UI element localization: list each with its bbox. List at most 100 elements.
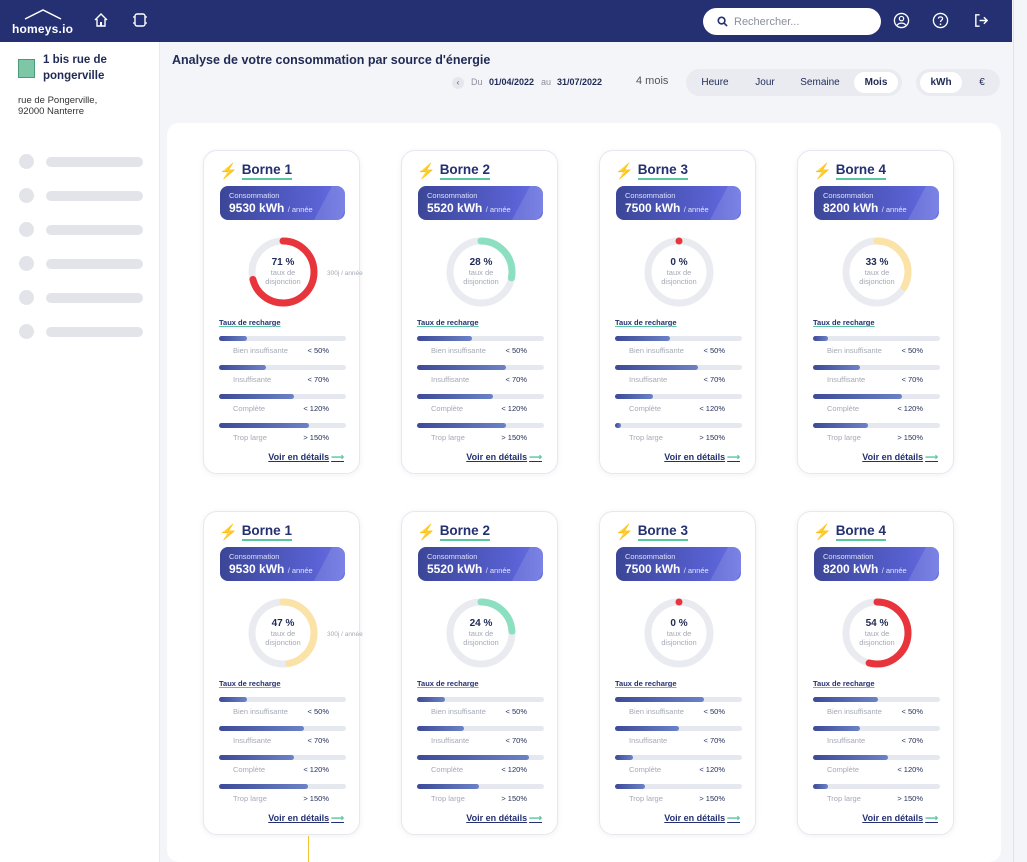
details-link-text[interactable]: Voir en détails [268, 813, 330, 823]
recharge-bar [417, 394, 544, 399]
arrow-right-icon: ⟶ [331, 813, 344, 823]
days-note: 300j / année [327, 270, 363, 277]
borne-name[interactable]: Borne 2 [439, 523, 490, 541]
gauge-fill [248, 598, 318, 668]
details-link-text[interactable]: Voir en détails [466, 813, 528, 823]
period-jour[interactable]: Jour [755, 77, 775, 88]
details-link-text[interactable]: Voir en détails [664, 813, 726, 823]
recharge-threshold: < 120% [699, 765, 725, 774]
recharge-bar-fill [417, 365, 506, 370]
borne-name[interactable]: Borne 2 [439, 162, 490, 180]
details-link-text[interactable]: Voir en détails [862, 813, 924, 823]
logo-text: homeys.io [12, 22, 74, 36]
consumption-kwh: 7500 kWh [625, 562, 681, 576]
period-heure[interactable]: Heure [701, 77, 729, 88]
disjonction-gauge: 24 % taux de disjonction [444, 596, 518, 670]
period-semaine[interactable]: Semaine [800, 77, 840, 88]
details-link[interactable]: Voir en détails ⟶ [664, 452, 740, 463]
date-from[interactable]: 01/04/2022 [489, 77, 535, 87]
details-link-text[interactable]: Voir en détails [268, 452, 330, 462]
recharge-bar-fill [615, 755, 633, 760]
date-to[interactable]: 31/07/2022 [557, 77, 603, 87]
recharge-threshold: < 50% [703, 707, 725, 716]
borne-name[interactable]: Borne 3 [637, 162, 688, 180]
recharge-bar [813, 697, 940, 702]
gauge-label: taux de disjonction [642, 629, 716, 647]
site-name[interactable]: 1 bis rue de pongerville [43, 54, 107, 82]
details-link[interactable]: Voir en détails ⟶ [466, 452, 542, 463]
divider-line [308, 836, 309, 862]
recharge-label: Trop large [827, 433, 861, 442]
borne-name[interactable]: Borne 4 [835, 162, 886, 180]
recharge-threshold: < 70% [307, 736, 329, 745]
recharge-bar-fill [813, 394, 902, 399]
device-icon[interactable] [132, 12, 150, 30]
arrow-right-icon: ⟶ [727, 813, 740, 823]
consumption-box: Consommation 5520 kWh / année [418, 547, 543, 581]
recharge-label: Insuffisante [431, 736, 470, 745]
borne-card: ⚡ Borne 3 Consommation 7500 kWh / année … [599, 511, 756, 835]
scrollbar[interactable] [1013, 0, 1027, 862]
help-icon[interactable] [932, 12, 950, 30]
details-link[interactable]: Voir en détails ⟶ [466, 813, 542, 824]
consumption-box: Consommation 8200 kWh / année [814, 547, 939, 581]
details-link[interactable]: Voir en détails ⟶ [862, 452, 938, 463]
details-link[interactable]: Voir en détails ⟶ [268, 813, 344, 824]
recharge-label: Complète [233, 404, 266, 413]
borne-name[interactable]: Borne 3 [637, 523, 688, 541]
details-link[interactable]: Voir en détails ⟶ [862, 813, 938, 824]
details-link-text[interactable]: Voir en détails [862, 452, 924, 462]
recharge-bar-fill [615, 726, 679, 731]
details-link-text[interactable]: Voir en détails [664, 452, 726, 462]
recharge-threshold: < 50% [703, 346, 725, 355]
recharge-label: Trop large [629, 794, 663, 803]
card-title: ⚡ Borne 1 [219, 522, 292, 542]
top-bar: homeys.io [0, 0, 1012, 42]
recharge-threshold: < 120% [501, 404, 527, 413]
lightning-icon: ⚡ [813, 524, 832, 541]
lightning-icon: ⚡ [219, 524, 238, 541]
borne-card: ⚡ Borne 4 Consommation 8200 kWh / année … [797, 511, 954, 835]
unit-kwh[interactable]: kWh [920, 72, 962, 93]
recharge-label: Trop large [629, 433, 663, 442]
recharge-threshold: < 120% [897, 404, 923, 413]
logout-icon[interactable] [973, 12, 991, 30]
recharge-title: Taux de recharge [219, 679, 281, 688]
consumption-box: Consommation 7500 kWh / année [616, 547, 741, 581]
borne-name[interactable]: Borne 1 [241, 523, 292, 541]
borne-name[interactable]: Borne 4 [835, 523, 886, 541]
recharge-bar-fill [813, 697, 878, 702]
gauge-percent: 33 % [865, 257, 889, 268]
page-title: Analyse de votre consommation par source… [172, 53, 491, 67]
borne-name[interactable]: Borne 1 [241, 162, 292, 180]
gauge-ring [842, 237, 912, 307]
details-link[interactable]: Voir en détails ⟶ [664, 813, 740, 824]
consumption-unit: / année [485, 205, 511, 214]
gauge-fill [644, 237, 714, 307]
period-mois[interactable]: Mois [854, 72, 898, 93]
recharge-label: Trop large [233, 794, 267, 803]
skeleton-bar [46, 157, 143, 167]
search-bar[interactable] [703, 8, 881, 35]
home-icon[interactable] [93, 12, 111, 30]
gauge-label: taux de disjonction [840, 268, 914, 286]
recharge-bar-fill [219, 784, 308, 789]
recharge-threshold: > 150% [501, 794, 527, 803]
search-input[interactable] [734, 15, 874, 28]
consumption-value: 5520 kWh / année [427, 562, 511, 576]
recharge-label: Complète [629, 404, 662, 413]
recharge-label: Complète [233, 765, 266, 774]
details-link-text[interactable]: Voir en détails [466, 452, 528, 462]
recharge-label: Trop large [431, 433, 465, 442]
chevron-left-icon[interactable]: ‹ [452, 77, 464, 89]
user-icon[interactable] [893, 12, 911, 30]
consumption-value: 7500 kWh / année [625, 201, 709, 215]
details-link[interactable]: Voir en détails ⟶ [268, 452, 344, 463]
gauge-fill [842, 237, 912, 307]
consumption-label: Consommation [625, 552, 676, 561]
consumption-label: Consommation [427, 552, 478, 561]
unit-euro[interactable]: € [979, 77, 985, 88]
homeys-logo[interactable]: homeys.io [10, 8, 73, 36]
consumption-unit: / année [683, 205, 709, 214]
gauge-percent: 0 % [670, 257, 688, 268]
